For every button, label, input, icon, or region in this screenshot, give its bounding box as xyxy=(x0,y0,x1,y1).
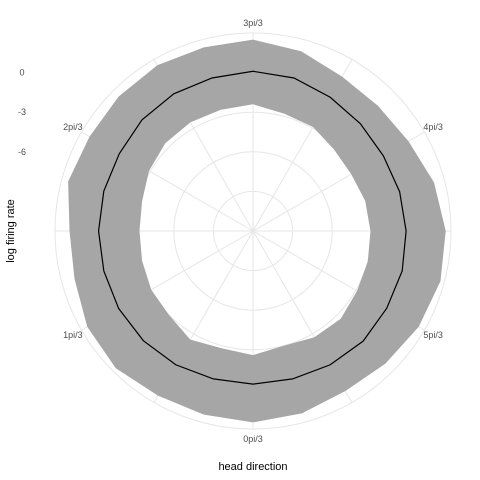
confidence-band-layer xyxy=(68,39,446,423)
angle-tick-label: 1pi/3 xyxy=(63,330,83,340)
mean-line-layer xyxy=(97,70,407,385)
angle-tick-labels: 0pi/3 1pi/3 2pi/3 3pi/3 4pi/3 5pi/3 xyxy=(63,18,443,444)
confidence-band xyxy=(68,39,446,423)
mean-firing-rate-line xyxy=(97,70,407,385)
radial-tick-label: 0 xyxy=(19,68,24,78)
angle-tick-label: 5pi/3 xyxy=(423,330,443,340)
radial-tick-labels: 0 -3 -6 xyxy=(18,68,26,157)
angle-tick-label: 4pi/3 xyxy=(423,122,443,132)
x-axis-title: head direction xyxy=(218,461,287,473)
angle-tick-label: 2pi/3 xyxy=(63,122,83,132)
radial-tick-label: -3 xyxy=(18,107,26,117)
radial-tick-label: -6 xyxy=(18,147,26,157)
y-axis-title: log firing rate xyxy=(5,199,17,263)
angle-tick-label: 0pi/3 xyxy=(243,434,263,444)
angle-tick-label: 3pi/3 xyxy=(243,18,263,28)
